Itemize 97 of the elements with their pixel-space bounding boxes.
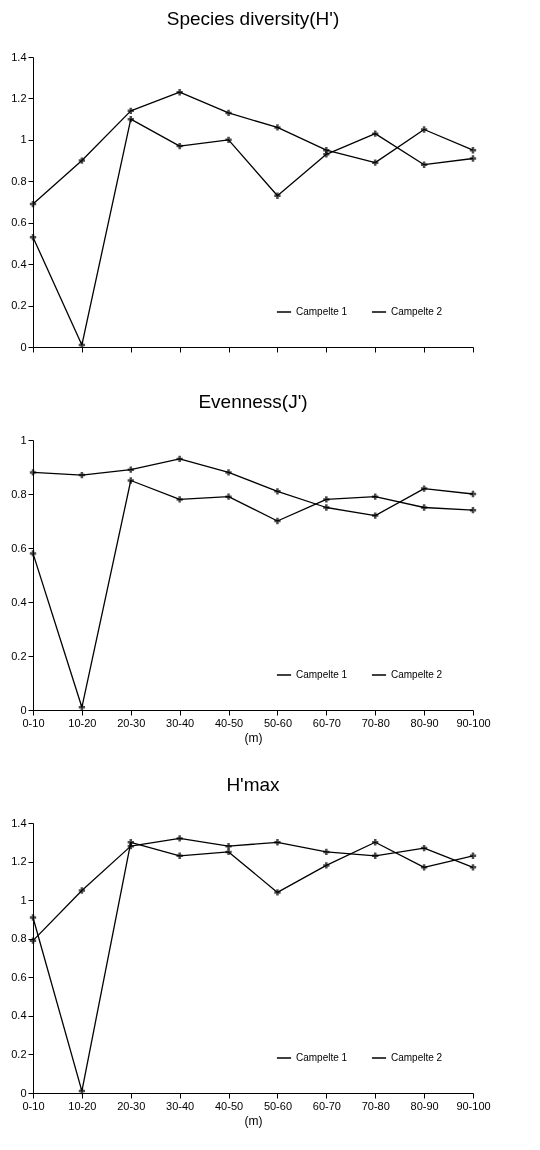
- x-tick-label: 70-80: [361, 716, 390, 729]
- y-tick-label: 1.2: [11, 855, 27, 868]
- point: [274, 488, 281, 495]
- x-tick-label: 50-60: [263, 1099, 293, 1112]
- point: [372, 493, 379, 500]
- x-tick-label: 0-10: [22, 716, 45, 729]
- point: [323, 496, 330, 503]
- point: [274, 889, 281, 896]
- x-tick-label: 10-20: [68, 716, 97, 729]
- y-tick-label: 0: [20, 703, 27, 716]
- x-tick-label: 20-30: [117, 1099, 146, 1112]
- point: [420, 504, 428, 511]
- chart-title: Evenness(J'): [198, 391, 308, 412]
- y-tick-label: 1: [20, 893, 27, 906]
- x-tick-label: 40-50: [214, 716, 244, 729]
- chart-title: Species diversity(H'): [166, 8, 340, 29]
- point: [323, 848, 330, 856]
- y-tick-label: 0.6: [11, 970, 27, 983]
- legend-label: Campelte 1: [296, 669, 348, 680]
- y-tick-label: 1.4: [11, 50, 27, 63]
- y-tick-label: 1.2: [11, 91, 27, 104]
- x-tick-label: 30-40: [166, 716, 195, 729]
- point: [225, 848, 232, 856]
- point: [420, 485, 428, 492]
- x-tick-label: 90-100: [456, 716, 491, 729]
- y-tick-label: 0: [20, 1086, 27, 1099]
- point: [225, 109, 232, 117]
- y-tick-label: 0.8: [11, 932, 27, 945]
- y-tick-label: 0.4: [11, 1009, 27, 1022]
- x-tick-label: 10-20: [68, 1099, 97, 1112]
- point: [274, 517, 281, 525]
- point: [29, 550, 37, 557]
- point: [127, 839, 134, 846]
- point: [176, 142, 183, 150]
- y-tick-label: 0.2: [11, 299, 27, 312]
- y-tick-label: 0.8: [11, 174, 27, 187]
- point: [127, 466, 134, 473]
- x-axis-title: (m): [244, 730, 263, 745]
- y-tick-label: 0.6: [11, 216, 27, 229]
- point: [78, 704, 86, 711]
- legend-label: Campelte 2: [391, 1052, 443, 1063]
- x-tick-label: 0-10: [22, 1099, 45, 1112]
- point: [176, 496, 183, 503]
- y-tick-label: 0.8: [11, 487, 27, 500]
- point: [469, 864, 477, 871]
- point: [372, 839, 379, 846]
- y-tick-label: 0.2: [11, 649, 27, 662]
- point: [420, 126, 428, 133]
- x-tick-label: 20-30: [117, 716, 146, 729]
- y-tick-label: 0.4: [11, 595, 27, 608]
- x-axis-title: (m): [244, 1113, 263, 1128]
- point: [127, 477, 134, 484]
- x-tick-label: 70-80: [361, 1099, 390, 1112]
- point: [274, 839, 281, 846]
- point: [225, 469, 232, 476]
- y-tick-label: 1.4: [11, 816, 27, 829]
- point: [323, 151, 330, 158]
- x-tick-label: 60-70: [312, 1099, 341, 1112]
- x-tick-label: 60-70: [312, 716, 341, 729]
- point: [469, 155, 477, 162]
- point: [274, 192, 281, 199]
- point: [176, 835, 183, 842]
- y-tick-label: 1: [20, 133, 27, 146]
- point: [29, 469, 37, 476]
- point: [274, 124, 281, 131]
- y-tick-label: 0.6: [11, 541, 27, 554]
- point: [323, 504, 330, 511]
- y-tick-label: 0: [20, 340, 27, 353]
- point: [78, 157, 86, 164]
- point: [372, 512, 379, 519]
- point: [29, 914, 37, 921]
- y-tick-label: 0.2: [11, 1047, 27, 1060]
- legend-label: Campelte 1: [296, 306, 348, 317]
- legend-label: Campelte 1: [296, 1052, 348, 1063]
- point: [225, 136, 232, 144]
- point: [420, 161, 428, 168]
- point: [225, 842, 232, 850]
- y-tick-label: 1: [20, 433, 27, 446]
- chart-title: H'max: [226, 774, 281, 795]
- point: [420, 864, 428, 871]
- x-tick-label: 80-90: [410, 1099, 439, 1112]
- x-tick-label: 80-90: [410, 716, 439, 729]
- point: [225, 493, 232, 500]
- point: [176, 455, 183, 463]
- point: [176, 89, 183, 96]
- point: [372, 159, 379, 166]
- legend-label: Campelte 2: [391, 306, 443, 317]
- point: [372, 130, 379, 137]
- x-tick-label: 30-40: [166, 1099, 195, 1112]
- point: [78, 887, 86, 894]
- y-tick-label: 0.4: [11, 257, 27, 270]
- x-tick-label: 90-100: [456, 1099, 491, 1112]
- point: [176, 852, 183, 859]
- x-tick-label: 50-60: [263, 716, 293, 729]
- legend-label: Campelte 2: [391, 669, 443, 680]
- x-tick-label: 40-50: [214, 1099, 244, 1112]
- point: [323, 862, 330, 869]
